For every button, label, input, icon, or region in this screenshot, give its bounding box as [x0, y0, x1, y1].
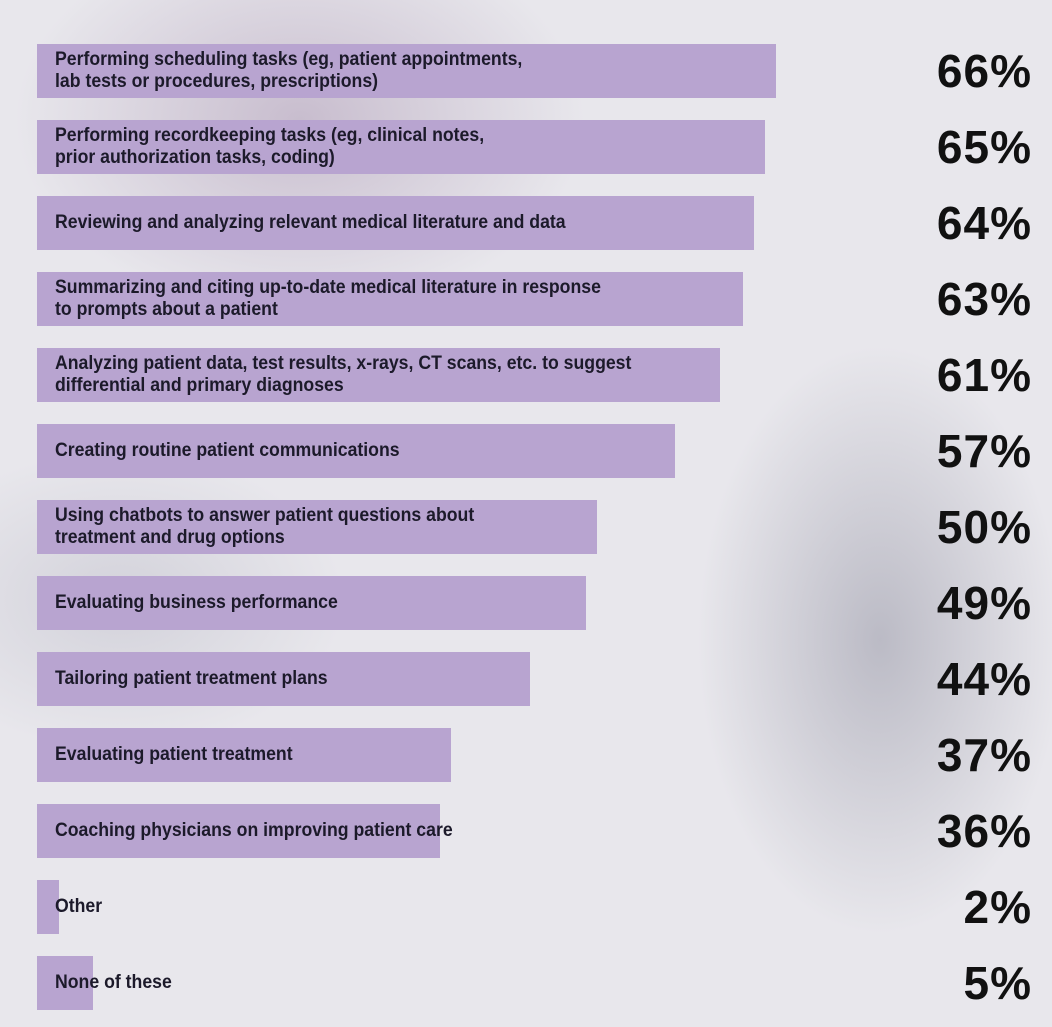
bar [37, 44, 777, 98]
category-label: Creating routine patient communications [55, 440, 400, 461]
value-label: 63% [936, 273, 1032, 325]
value-label: 66% [936, 45, 1032, 97]
category-label: None of these [55, 972, 172, 993]
bar [37, 424, 676, 478]
value-label: 5% [963, 957, 1032, 1009]
value-label: 44% [936, 653, 1032, 705]
category-label: Reviewing and analyzing relevant medical… [55, 212, 566, 233]
bar [37, 348, 721, 402]
category-label: Performing scheduling tasks (eg, patient… [55, 49, 523, 92]
category-label: Tailoring patient treatment plans [55, 668, 328, 689]
bar [37, 880, 60, 934]
category-label: Summarizing and citing up-to-date medica… [55, 277, 601, 320]
bar [37, 652, 530, 706]
value-label: 36% [936, 805, 1032, 857]
value-label: 37% [936, 729, 1032, 781]
bar [37, 576, 586, 630]
bar [37, 120, 765, 174]
category-label: Performing recordkeeping tasks (eg, clin… [55, 125, 485, 168]
category-label: Evaluating business performance [55, 592, 338, 613]
category-label: Coaching physicians on improving patient… [55, 820, 453, 841]
bar [37, 196, 754, 250]
category-label: Analyzing patient data, test results, x-… [55, 353, 632, 396]
value-label: 61% [936, 349, 1032, 401]
value-label: 49% [936, 577, 1032, 629]
value-label: 57% [936, 425, 1032, 477]
value-label: 2% [963, 881, 1032, 933]
value-label: 64% [936, 197, 1032, 249]
bar [37, 804, 441, 858]
category-label: Other [55, 896, 103, 917]
category-label: Evaluating patient treatment [55, 744, 293, 765]
category-label: Using chatbots to answer patient questio… [55, 505, 475, 548]
bar [37, 272, 743, 326]
value-label: 65% [936, 121, 1032, 173]
value-label: 50% [936, 501, 1032, 553]
bar [37, 956, 93, 1010]
bar [37, 500, 597, 554]
bar [37, 728, 452, 782]
